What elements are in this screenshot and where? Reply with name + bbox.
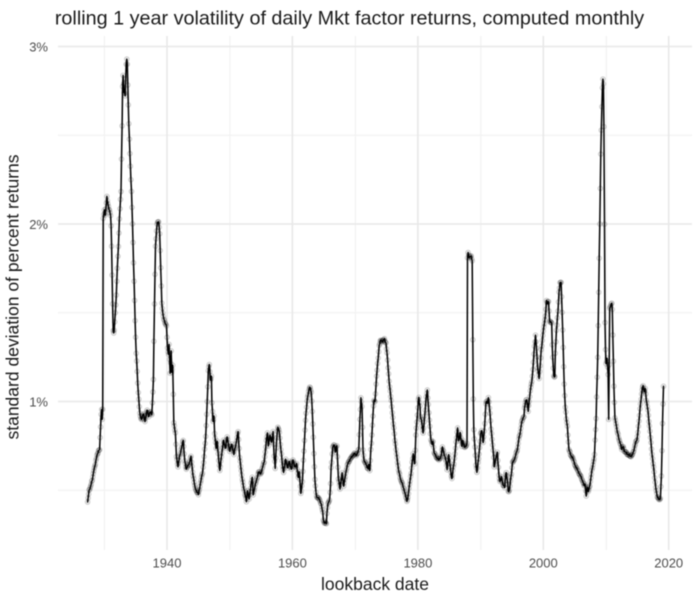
svg-text:1940: 1940 <box>153 556 182 571</box>
svg-text:3%: 3% <box>29 40 48 55</box>
svg-text:2%: 2% <box>29 217 48 232</box>
svg-text:1980: 1980 <box>403 556 432 571</box>
svg-text:1%: 1% <box>29 395 48 410</box>
svg-text:1960: 1960 <box>278 556 307 571</box>
svg-text:rolling 1 year volatility of d: rolling 1 year volatility of daily Mkt f… <box>55 8 644 30</box>
svg-text:2000: 2000 <box>529 556 558 571</box>
svg-text:lookback date: lookback date <box>321 574 429 594</box>
svg-text:standard deviation of percent: standard deviation of percent returns <box>3 154 23 439</box>
svg-text:2020: 2020 <box>654 556 683 571</box>
